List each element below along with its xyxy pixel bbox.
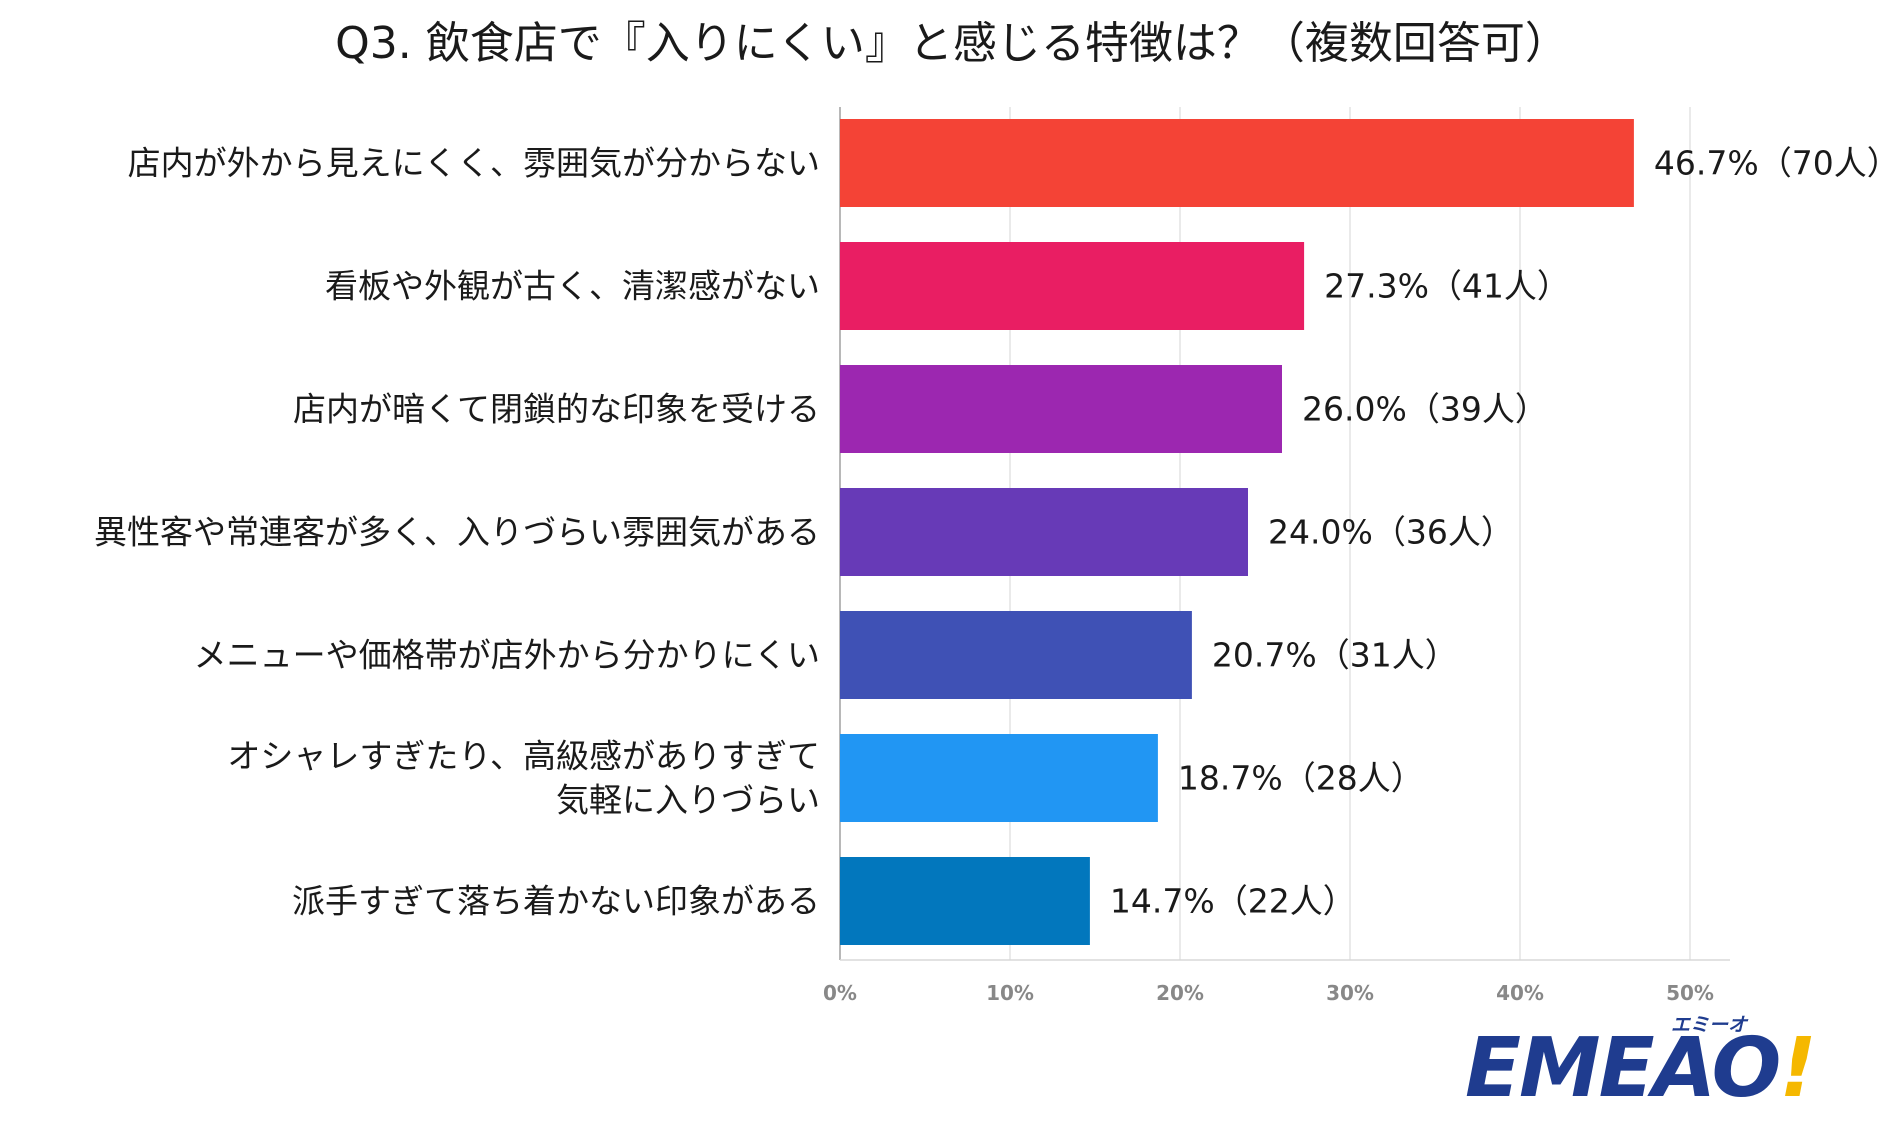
category-label-7: 派手すぎて落ち着かない印象がある <box>292 882 820 921</box>
category-label-4: 異性客や常連客が多く、入りづらい雰囲気がある <box>94 513 820 552</box>
data-label-3: 26.0%（39人） <box>1302 390 1548 429</box>
logo-letter-3: E <box>1598 1021 1655 1116</box>
category-label-1: 店内が外から見えにくく、雰囲気が分からない <box>128 144 820 183</box>
data-label-2: 27.3%（41人） <box>1324 267 1570 306</box>
emeao-logo: エミーオ EMEAO! <box>1465 1010 1817 1116</box>
logo-letter-4: A <box>1652 1021 1714 1116</box>
tick-label-50: 50% <box>1666 981 1714 1005</box>
logo-letter-2: M <box>1519 1021 1601 1116</box>
bar-5 <box>840 611 1192 699</box>
tick-label-40: 40% <box>1496 981 1544 1005</box>
logo-wordmark: EMEAO! <box>1465 1021 1817 1116</box>
bar-1 <box>840 119 1634 207</box>
data-label-7: 14.7%（22人） <box>1110 882 1356 921</box>
tick-label-20: 20% <box>1156 981 1204 1005</box>
logo-letter-5: O <box>1711 1021 1782 1116</box>
tick-label-30: 30% <box>1326 981 1374 1005</box>
logo-kana: エミーオ <box>1671 1014 1748 1036</box>
bar-4 <box>840 488 1248 576</box>
data-label-6: 18.7%（28人） <box>1178 759 1424 798</box>
tick-label-0: 0% <box>823 981 857 1005</box>
data-label-4: 24.0%（36人） <box>1268 513 1514 552</box>
data-label-5: 20.7%（31人） <box>1212 636 1458 675</box>
chart-title: Q3. 飲食店で『入りにくい』と感じる特徴は？（複数回答可） <box>335 18 1569 69</box>
category-label-6-line-1: オシャレすぎたり、高級感がありすぎて <box>227 737 820 776</box>
bar-6 <box>840 734 1158 822</box>
data-label-1: 46.7%（70人） <box>1654 144 1900 183</box>
tick-label-10: 10% <box>986 981 1034 1005</box>
bar-3 <box>840 365 1282 453</box>
bar-7 <box>840 857 1090 945</box>
logo-letter-1: E <box>1465 1021 1521 1116</box>
x-axis-ticks: 0% 10% 20% 30% 40% 50% <box>823 981 1714 1005</box>
category-label-6-line-2: 気軽に入りづらい <box>556 781 820 820</box>
category-label-2: 看板や外観が古く、清潔感がない <box>325 267 820 306</box>
category-label-5: メニューや価格帯が店外から分かりにくい <box>194 636 820 675</box>
category-label-3: 店内が暗くて閉鎖的な印象を受ける <box>293 390 820 429</box>
logo-letter-6: ! <box>1779 1021 1816 1116</box>
bar-chart: 46.7%（70人） 店内が外から見えにくく、雰囲気が分からない 27.3%（41人… <box>94 107 1900 1005</box>
bars-group: 46.7%（70人） 店内が外から見えにくく、雰囲気が分からない 27.3%（41人… <box>94 119 1900 945</box>
bar-2 <box>840 242 1305 330</box>
